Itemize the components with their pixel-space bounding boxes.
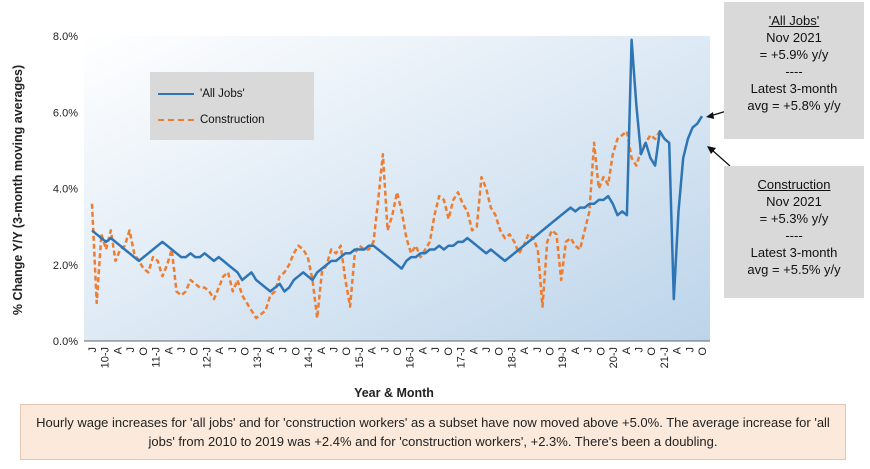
x-tick-label: 15-J (354, 347, 366, 368)
y-tick-label: 8.0% (53, 31, 78, 43)
x-tick-label: 16-J (405, 347, 417, 368)
callout-construction-line2: = +5.3% y/y (759, 211, 829, 226)
x-tick-label: J (481, 347, 493, 353)
x-tick-label: J (430, 347, 442, 353)
x-tick-label: A (163, 346, 175, 354)
callout-all-jobs-line1: Nov 2021 (766, 30, 822, 45)
x-tick-label: J (87, 347, 99, 353)
callout-construction-line4: Latest 3-month (750, 245, 838, 260)
x-tick-label: J (634, 347, 646, 353)
callout-construction-line3: ---- (785, 228, 803, 243)
callout-arrowhead-all-jobs (706, 112, 714, 119)
x-tick-label: J (278, 347, 290, 353)
x-tick-label: A (265, 346, 277, 354)
callout-all-jobs-line2: = +5.9% y/y (759, 47, 829, 62)
callout-arrowhead-construction (707, 146, 716, 154)
x-tick-label: A (417, 346, 429, 354)
series-line-construction (90, 130, 661, 320)
x-tick-label: O (646, 347, 658, 356)
callout-construction-line5: avg = +5.5% y/y (747, 262, 841, 277)
y-tick-label: 0.0% (53, 336, 78, 348)
x-tick-label: 10-J (100, 347, 112, 368)
x-tick-label: O (443, 347, 455, 356)
legend-item-construction: Construction (158, 112, 265, 128)
x-tick-label: A (367, 346, 379, 354)
x-tick-label: 14-J (303, 347, 315, 368)
x-tick-label: O (290, 347, 302, 356)
x-tick-label: O (341, 347, 353, 356)
callout-all-jobs: 'All Jobs' Nov 2021 = +5.9% y/y ---- Lat… (724, 2, 864, 139)
x-tick-label: A (672, 346, 684, 354)
y-axis: 0.0% 2.0% 4.0% 6.0% 8.0% (53, 31, 78, 348)
x-tick-label: 21-J (659, 347, 671, 368)
x-axis-title: Year & Month (354, 386, 434, 400)
x-tick-label: J (532, 347, 544, 353)
caption-text: Hourly wage increases for 'all jobs' and… (36, 415, 830, 449)
callout-construction: Construction Nov 2021 = +5.3% y/y ---- L… (724, 166, 864, 298)
x-tick-label: A (112, 346, 124, 354)
x-tick-label: O (189, 347, 201, 356)
callout-construction-title: Construction (757, 177, 831, 192)
callout-all-jobs-line4: Latest 3-month (750, 81, 838, 96)
x-tick-label: O (494, 347, 506, 356)
legend-swatch-all-jobs (158, 93, 194, 95)
callout-all-jobs-title: 'All Jobs' (768, 13, 820, 28)
series-layer (90, 38, 704, 320)
legend-item-all-jobs: 'All Jobs' (158, 86, 245, 102)
legend: 'All Jobs' Construction (150, 72, 314, 140)
x-tick-label: J (125, 347, 137, 353)
legend-label-all-jobs: 'All Jobs' (200, 88, 245, 100)
y-tick-label: 6.0% (53, 107, 78, 119)
x-tick-label: J (329, 347, 341, 353)
x-tick-label: O (138, 347, 150, 356)
x-tick-label: J (684, 347, 696, 353)
x-tick-label: O (240, 347, 252, 356)
caption-box: Hourly wage increases for 'all jobs' and… (20, 404, 846, 460)
x-tick-label: J (227, 347, 239, 353)
callout-construction-line1: Nov 2021 (766, 194, 822, 209)
x-tick-label: J (379, 347, 391, 353)
y-tick-label: 2.0% (53, 260, 78, 272)
legend-swatch-construction (158, 119, 194, 121)
x-tick-label: 18-J (506, 347, 518, 368)
x-tick-label: A (621, 346, 633, 354)
x-tick-label: 19-J (557, 347, 569, 368)
x-tick-label: O (392, 347, 404, 356)
x-tick-label: O (697, 347, 709, 356)
x-tick-label: A (214, 346, 226, 354)
x-tick-label: 20-J (608, 347, 620, 368)
x-tick-label: 11-J (151, 347, 163, 368)
callout-all-jobs-line3: ---- (785, 64, 803, 79)
legend-label-construction: Construction (200, 114, 265, 126)
series-line-all-jobs (91, 38, 704, 301)
x-tick-label: A (570, 346, 582, 354)
x-tick-label: 17-J (456, 347, 468, 368)
y-axis-title: % Change Y/Y (3-month moving averages) (11, 65, 25, 315)
x-tick-label: O (545, 347, 557, 356)
x-tick-label: O (595, 347, 607, 356)
x-tick-label: 13-J (252, 347, 264, 368)
x-tick-label: A (316, 346, 328, 354)
x-tick-label: A (519, 346, 531, 354)
x-axis: J 10-J A J O 11-J A J O 12-J A J O 13-J A J O 14-J A J O 15-J… (87, 346, 709, 368)
callout-arrow-construction (711, 149, 731, 167)
x-tick-label: 12-J (201, 347, 213, 368)
x-tick-label: J (583, 347, 595, 353)
y-tick-label: 4.0% (53, 184, 78, 196)
callout-all-jobs-line5: avg = +5.8% y/y (747, 98, 841, 113)
x-tick-label: J (176, 347, 188, 353)
x-tick-label: A (468, 346, 480, 354)
